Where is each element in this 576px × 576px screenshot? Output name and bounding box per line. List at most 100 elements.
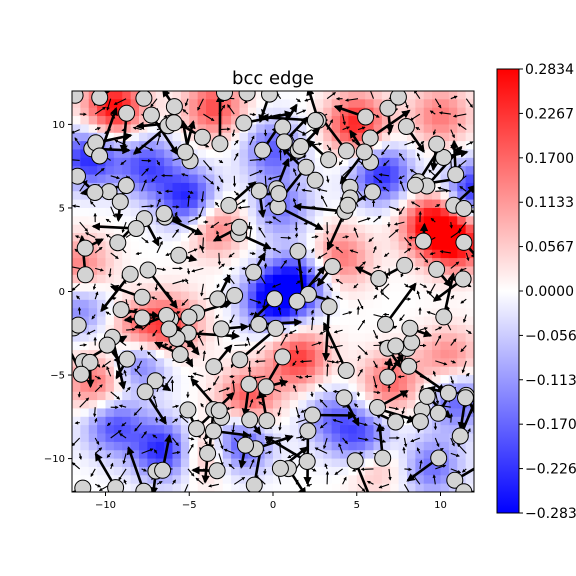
field-cell	[432, 249, 442, 259]
field-cell	[465, 157, 474, 167]
small-arrow	[110, 391, 121, 400]
field-cell	[281, 316, 291, 326]
field-cell	[407, 224, 416, 234]
field-cell	[222, 425, 232, 435]
field-cell	[88, 266, 98, 276]
field-cell	[155, 191, 165, 201]
field-cell	[247, 99, 257, 109]
atom	[245, 263, 263, 281]
field-cell	[72, 450, 81, 460]
field-cell	[465, 308, 474, 318]
field-cell	[457, 333, 467, 343]
field-cell	[323, 483, 333, 492]
small-arrow	[380, 291, 390, 300]
small-arrow	[388, 206, 401, 211]
field-cell	[432, 199, 442, 209]
field-cell	[465, 316, 474, 326]
small-arrow	[218, 263, 225, 269]
field-cell	[72, 116, 81, 126]
field-cell	[432, 333, 442, 343]
field-cell	[206, 333, 215, 343]
field-cell	[415, 274, 425, 284]
field-cell	[373, 216, 383, 226]
atom	[240, 375, 258, 393]
field-cell	[298, 466, 308, 476]
small-arrow	[458, 221, 467, 232]
field-cell	[189, 141, 199, 151]
field-cell	[72, 124, 81, 134]
field-cell	[423, 458, 433, 468]
field-cell	[130, 258, 140, 268]
field-cell	[381, 483, 391, 492]
field-cell	[214, 166, 224, 176]
field-cell	[373, 308, 383, 318]
field-cell	[289, 341, 299, 351]
field-cell	[356, 91, 366, 100]
field-cell	[331, 441, 341, 451]
field-cell	[155, 199, 165, 209]
field-cell	[197, 299, 207, 309]
small-arrow	[216, 185, 221, 192]
field-cell	[323, 383, 333, 393]
field-cell	[139, 458, 148, 468]
field-cell	[340, 274, 349, 284]
field-cell	[97, 333, 107, 343]
field-cell	[323, 416, 333, 426]
field-cell	[289, 124, 299, 134]
displacement-arrow	[72, 325, 75, 330]
field-cell	[298, 324, 308, 334]
field-cell	[298, 91, 308, 100]
field-cell	[381, 391, 391, 401]
y-tick-label: 10	[52, 120, 65, 131]
field-cell	[197, 433, 207, 443]
field-cell	[105, 249, 115, 259]
field-cell	[197, 441, 207, 451]
colorbar-tick-label: 0.2834	[525, 62, 574, 78]
field-cell	[273, 341, 282, 351]
x-tick-label: 0	[270, 500, 276, 511]
field-cell	[373, 483, 383, 492]
field-cell	[440, 266, 450, 276]
field-cell	[214, 224, 224, 234]
displacement-arrow	[72, 93, 76, 97]
field-cell	[457, 458, 467, 468]
field-cell	[155, 333, 165, 343]
small-arrow	[228, 266, 235, 271]
field-cell	[373, 116, 383, 126]
field-cell	[423, 291, 433, 301]
field-cell	[147, 441, 157, 451]
field-cell	[298, 124, 308, 134]
atom	[297, 158, 315, 176]
field-cell	[222, 149, 232, 159]
field-cell	[381, 191, 391, 201]
field-cell	[306, 149, 316, 159]
field-cell	[113, 249, 123, 259]
field-cell	[97, 433, 107, 443]
field-cell	[440, 349, 450, 359]
field-cell	[197, 107, 207, 117]
atom	[117, 177, 135, 194]
field-cell	[398, 425, 408, 435]
field-cell	[314, 466, 324, 476]
field-cell	[222, 483, 232, 492]
field-cell	[80, 116, 90, 126]
field-cell	[155, 383, 165, 393]
field-cell	[314, 207, 324, 217]
atom	[435, 149, 453, 166]
field-cell	[147, 450, 157, 460]
field-cell	[348, 274, 358, 284]
field-cell	[80, 391, 90, 401]
field-cell	[356, 333, 366, 343]
field-cell	[180, 450, 190, 460]
field-cell	[314, 433, 324, 443]
field-cell	[264, 124, 274, 134]
field-cell	[130, 441, 140, 451]
atom	[377, 315, 394, 333]
field-cell	[423, 116, 433, 126]
field-cell	[348, 483, 358, 492]
small-arrow	[72, 129, 80, 134]
field-cell	[164, 149, 174, 159]
small-arrow	[403, 484, 411, 492]
field-cell	[423, 349, 433, 359]
field-cell	[72, 274, 81, 284]
